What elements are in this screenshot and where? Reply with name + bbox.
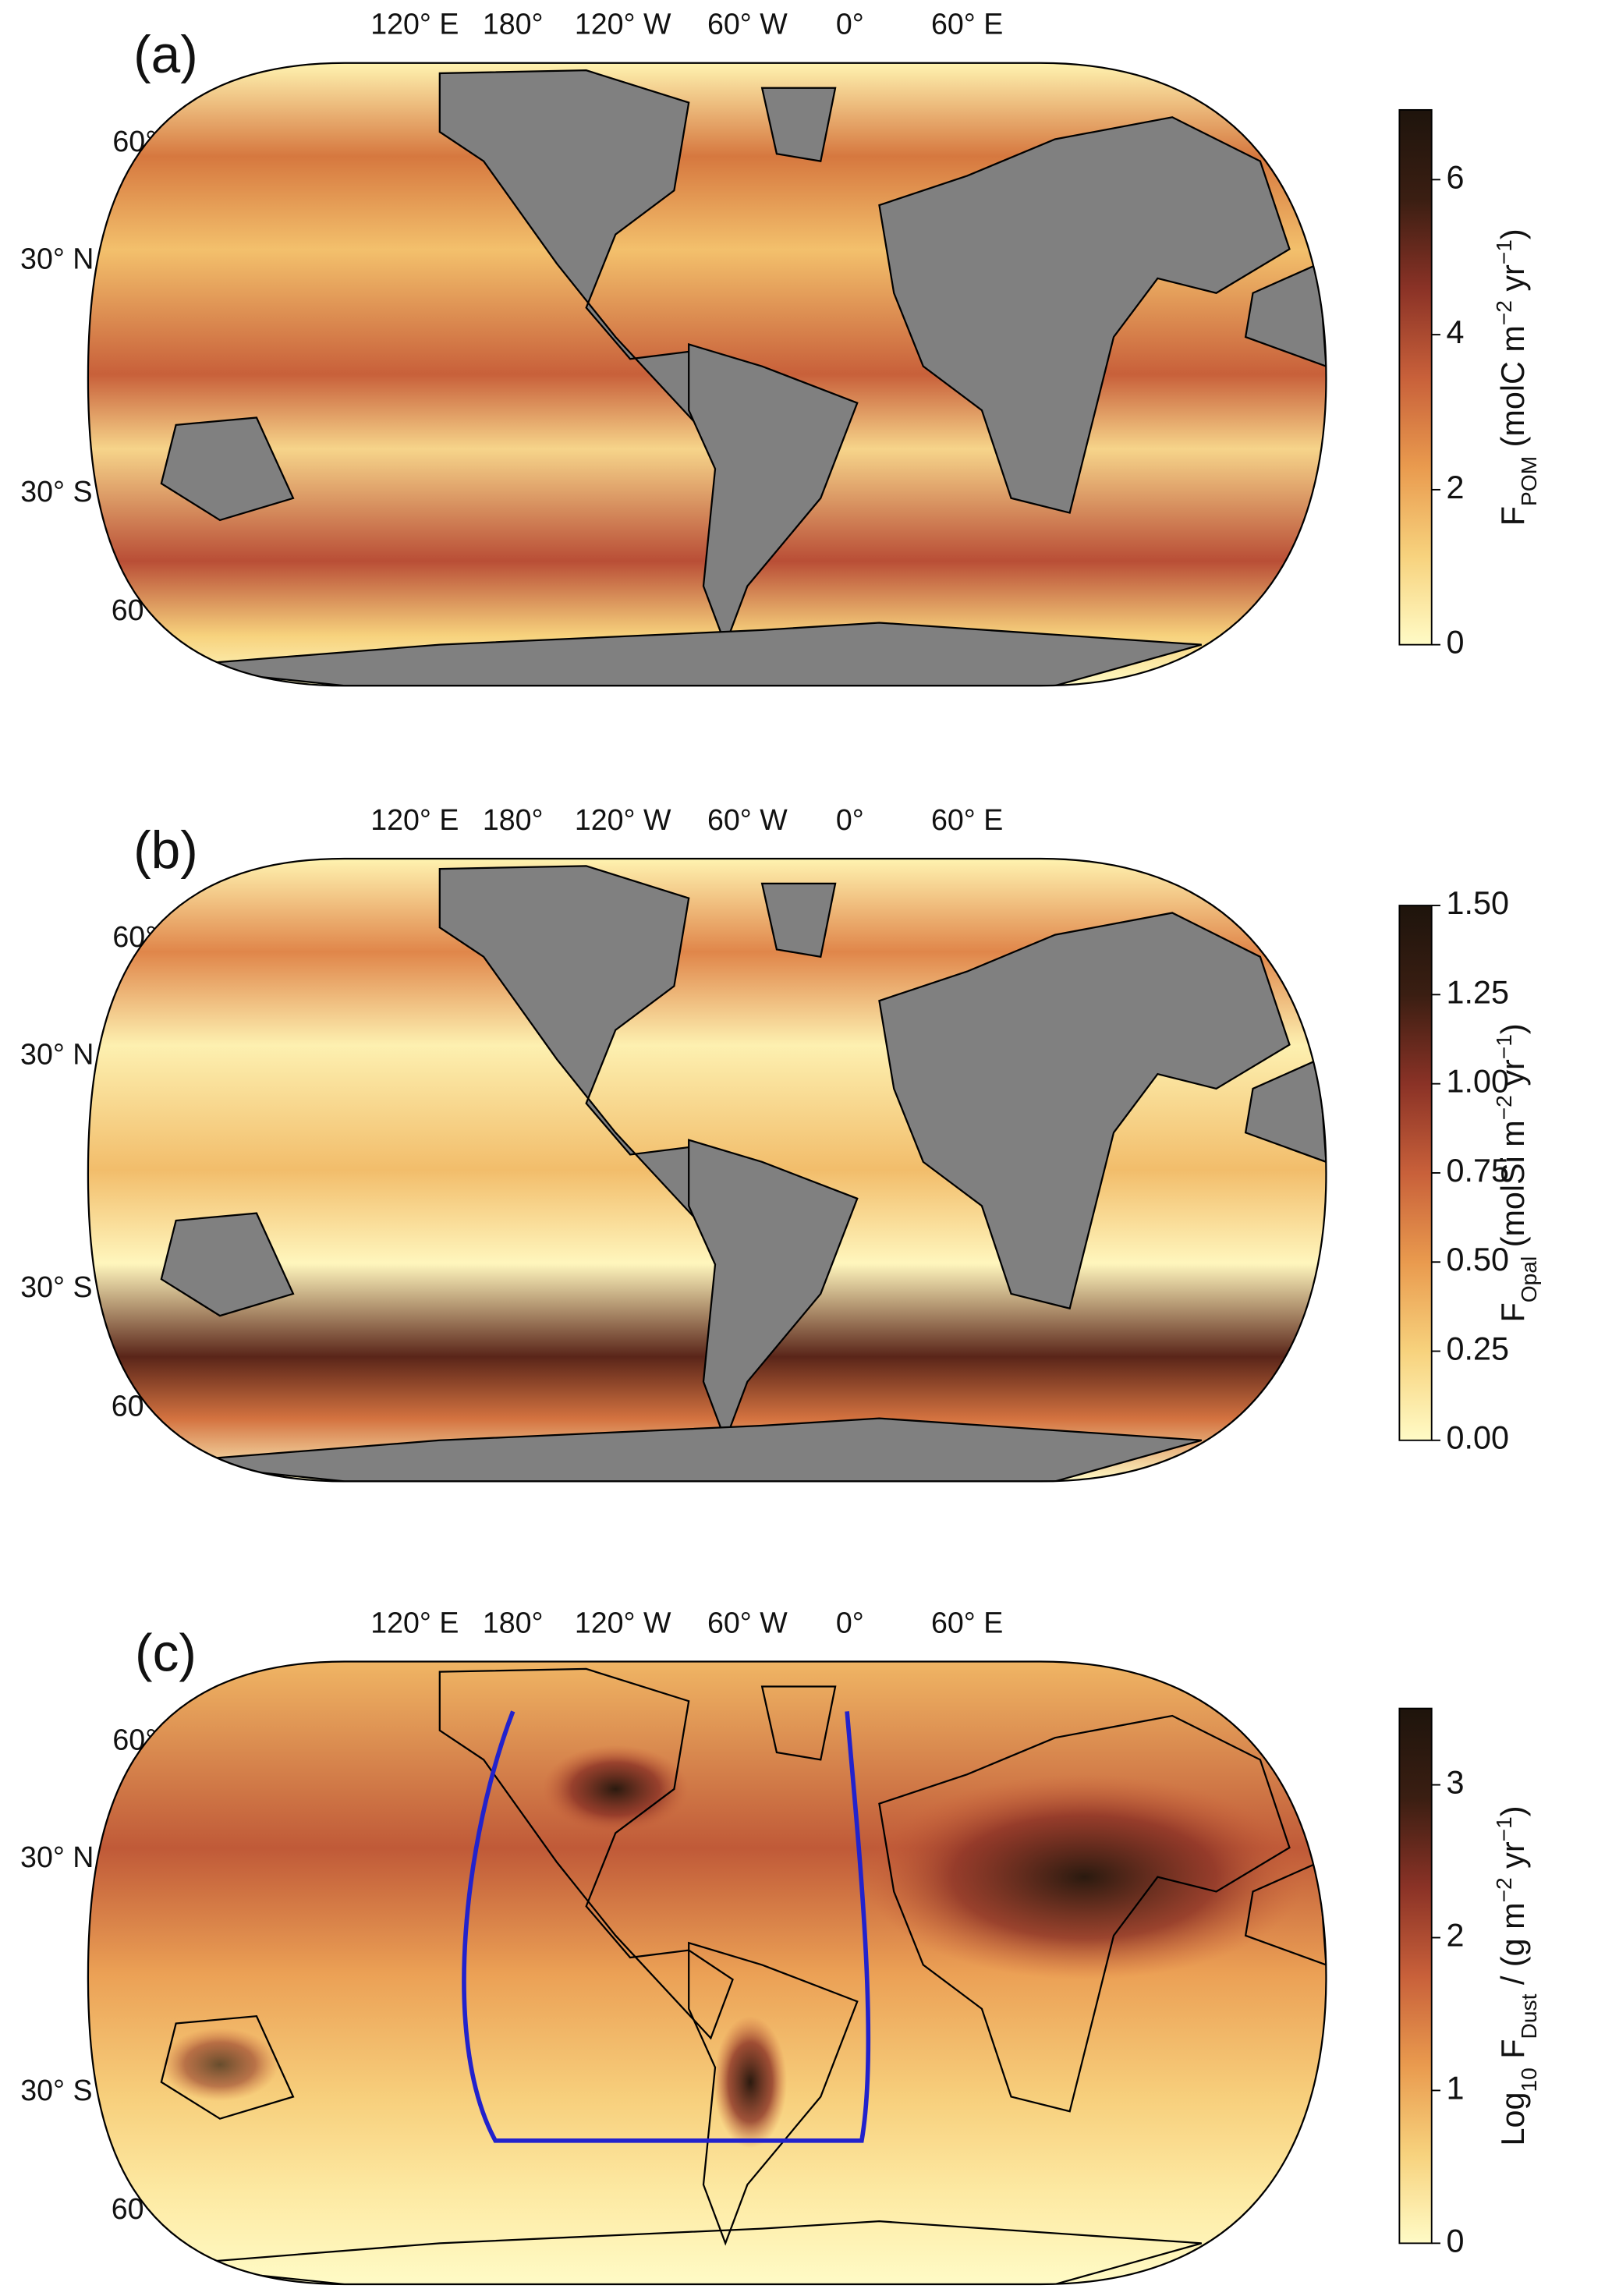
- region-box: [462, 1710, 871, 2143]
- lon-label: 60° W: [707, 1606, 788, 1639]
- label-part: ): [1495, 229, 1531, 239]
- label-part: −2: [1491, 1095, 1516, 1120]
- dust-source: [714, 2016, 788, 2149]
- lon-label: 120° W: [575, 1606, 671, 1639]
- lon-label: 180°: [483, 803, 544, 836]
- lat-label: 30° N: [20, 1038, 94, 1071]
- colorbar-tick-label: 0.00: [1447, 1420, 1509, 1456]
- label-part: yr: [1495, 264, 1531, 300]
- colorbar-tick-label: 0.25: [1447, 1330, 1509, 1366]
- colorbar-tick-label: 4: [1447, 314, 1465, 350]
- label-part: (molC m: [1495, 325, 1531, 456]
- lat-label: 30° S: [20, 1270, 92, 1303]
- colorbar-tick-label: 2: [1447, 1917, 1465, 1953]
- lon-label: 120° E: [370, 803, 459, 836]
- colorbar-label: FPOM (molC m−2 yr−1): [1491, 229, 1541, 526]
- colorbar-tick-label: 1.25: [1447, 974, 1509, 1010]
- lon-label: 60° E: [931, 803, 1003, 836]
- map: [87, 1661, 1327, 2284]
- colorbar-label: FOpal (molSi m−2 yr−1): [1491, 1023, 1541, 1322]
- label-part: −1: [1491, 239, 1516, 264]
- lon-label: 120° E: [370, 1606, 459, 1639]
- dust-source: [864, 1774, 1305, 1980]
- dust-source: [542, 1745, 689, 1834]
- lon-label: 0°: [836, 1606, 864, 1639]
- colorbar-tick-label: 6: [1447, 159, 1465, 195]
- label-part: F: [1495, 2039, 1531, 2067]
- panel-label: (a): [133, 26, 198, 84]
- lon-label: 180°: [483, 1606, 544, 1639]
- label-part: ): [1495, 1805, 1531, 1816]
- label-part: −2: [1491, 1877, 1516, 1902]
- map: [87, 858, 1327, 1482]
- lon-label: 120° E: [370, 8, 459, 41]
- dust-source: [161, 2028, 279, 2102]
- colorbar-tick-label: 1: [1447, 2070, 1465, 2106]
- lat-label: 30° S: [20, 475, 92, 508]
- map: [87, 62, 1327, 686]
- lon-label: 60° E: [931, 1606, 1003, 1639]
- label-part: Log: [1495, 2092, 1531, 2146]
- colorbar-tick-label: 2: [1447, 469, 1465, 505]
- lon-label: 60° W: [707, 8, 788, 41]
- lat-label: 30° N: [20, 1841, 94, 1873]
- lat-label: 30° N: [20, 242, 94, 275]
- lat-label: 30° S: [20, 2074, 92, 2106]
- lon-label: 60° E: [931, 8, 1003, 41]
- colorbar: [1398, 905, 1433, 1441]
- lon-label: 0°: [836, 803, 864, 836]
- lon-label: 60° W: [707, 803, 788, 836]
- panel-label: (b): [133, 821, 198, 880]
- label-part: F: [1495, 506, 1531, 526]
- colorbar-tick-label: 0: [1447, 2223, 1465, 2259]
- lon-label: 120° W: [575, 8, 671, 41]
- label-part: F: [1495, 1302, 1531, 1322]
- colorbar-tick-label: 0.50: [1447, 1242, 1509, 1277]
- label-part: −1: [1491, 1034, 1516, 1059]
- label-part: / (g m: [1495, 1902, 1531, 1993]
- colorbar-tick-label: 1.00: [1447, 1064, 1509, 1100]
- colorbar-tick-label: 0: [1447, 625, 1465, 661]
- label-part: yr: [1495, 1841, 1531, 1877]
- label-part: 10: [1516, 2067, 1541, 2092]
- label-part: Dust: [1516, 1993, 1541, 2039]
- lon-label: 120° W: [575, 803, 671, 836]
- colorbar: [1398, 1707, 1433, 2245]
- colorbar-tick-label: 1.50: [1447, 885, 1509, 921]
- label-part: Opal: [1516, 1256, 1541, 1303]
- label-part: yr: [1495, 1059, 1531, 1095]
- label-part: POM: [1516, 456, 1541, 506]
- colorbar-label: Log10 FDust / (g m−2 yr−1): [1491, 1805, 1541, 2145]
- panel-label: (c): [135, 1625, 197, 1683]
- lon-label: 180°: [483, 8, 544, 41]
- lon-label: 0°: [836, 8, 864, 41]
- colorbar-tick-label: 3: [1447, 1765, 1465, 1801]
- label-part: −1: [1491, 1816, 1516, 1841]
- label-part: ): [1495, 1023, 1531, 1034]
- colorbar-tick-label: 0.75: [1447, 1153, 1509, 1189]
- colorbar: [1398, 108, 1433, 646]
- label-part: (molSi m: [1495, 1120, 1531, 1256]
- label-part: −2: [1491, 300, 1516, 325]
